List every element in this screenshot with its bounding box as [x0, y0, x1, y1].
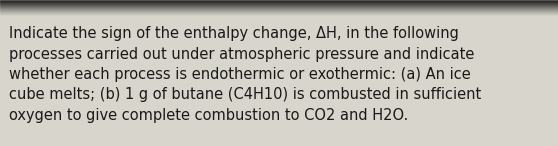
Bar — [0, 9, 558, 10]
Bar — [0, 0, 558, 1]
Bar — [0, 14, 558, 15]
Bar — [0, 13, 558, 14]
Bar — [0, 1, 558, 2]
Bar — [0, 2, 558, 3]
Bar — [0, 8, 558, 9]
Bar — [0, 4, 558, 5]
Bar — [0, 6, 558, 7]
Bar — [0, 12, 558, 13]
Text: Indicate the sign of the enthalpy change, ΔH, in the following
processes carried: Indicate the sign of the enthalpy change… — [9, 26, 481, 123]
Bar — [0, 10, 558, 11]
Bar — [0, 7, 558, 8]
Bar — [0, 5, 558, 6]
Bar — [0, 11, 558, 12]
Bar — [0, 3, 558, 4]
